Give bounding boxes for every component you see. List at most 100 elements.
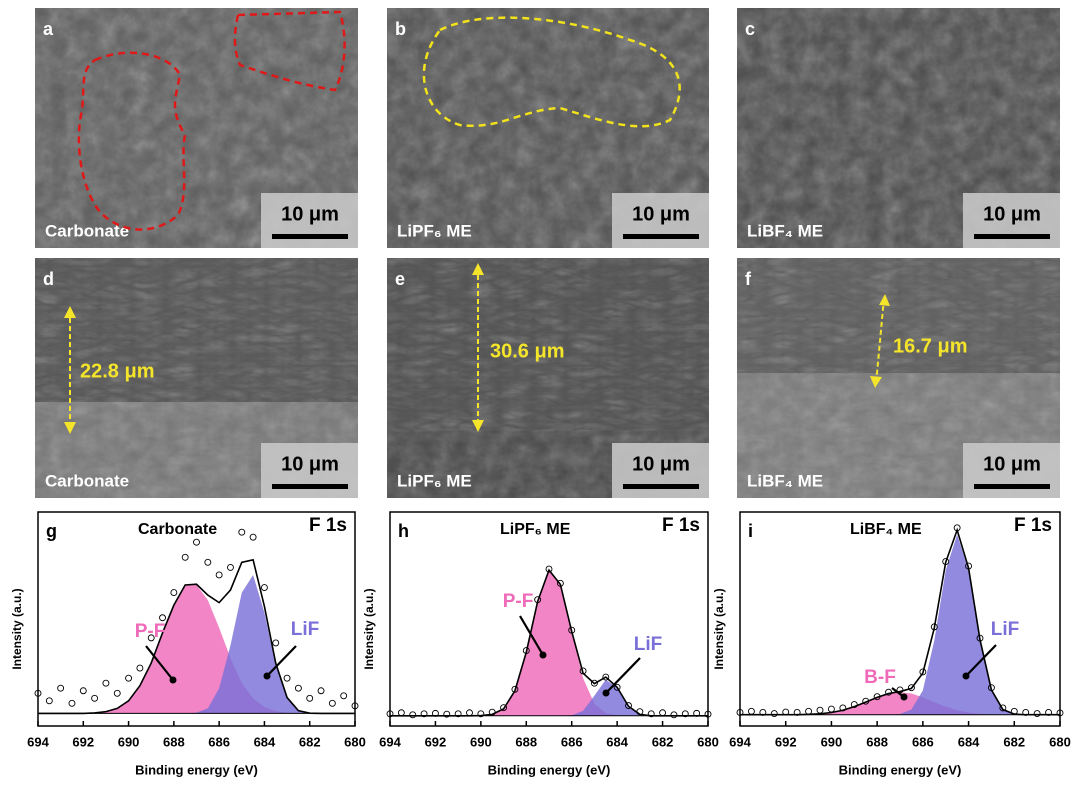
data-point — [238, 528, 246, 536]
x-tick-label: 682 — [299, 734, 321, 749]
data-point — [965, 562, 973, 570]
sem-panel: a Carbonate 10 μm — [35, 8, 358, 248]
data-point — [511, 685, 519, 693]
x-tick-label: 686 — [561, 734, 583, 749]
x-tick-label: 694 — [729, 734, 751, 749]
data-point — [862, 697, 870, 705]
x-axis-label: Binding energy (eV) — [488, 762, 611, 777]
sem-panel: e LiPF₆ ME 10 μm 30.6 μm — [387, 258, 709, 498]
plot-frame — [739, 511, 1061, 727]
data-point — [136, 664, 144, 672]
data-point — [45, 697, 53, 705]
data-point — [1022, 709, 1030, 716]
peak-label: B-F — [864, 667, 896, 688]
sample-label: LiPF₆ ME — [397, 471, 472, 490]
data-point — [747, 707, 755, 715]
data-point — [590, 679, 598, 687]
x-tick-label: 688 — [163, 734, 185, 749]
data-point — [147, 634, 155, 642]
xps-chart: 694 692 690 688 686 684 682 680 Binding energy (… — [362, 511, 719, 777]
panel-letter: c — [745, 19, 755, 39]
data-point — [397, 709, 405, 717]
pointer-dot — [900, 693, 908, 701]
data-point — [431, 709, 439, 717]
data-point — [420, 710, 428, 718]
peak-area — [740, 534, 1060, 715]
data-point — [500, 704, 508, 712]
data-point — [816, 706, 824, 714]
data-point — [1033, 710, 1041, 718]
data-point — [227, 563, 234, 571]
data-point — [770, 710, 778, 718]
y-axis-label: Intensity (a.u.) — [712, 588, 726, 669]
data-point — [181, 553, 189, 561]
chart-title: Carbonate — [138, 521, 217, 538]
data-point — [522, 647, 530, 655]
highlight-outline — [77, 51, 187, 231]
sem-panel: b LiPF₆ ME 10 μm — [387, 8, 709, 248]
sem-images: a Carbonate 10 μm b LiPF₆ ME 10 μm c LiBF₄ ME 10… — [35, 8, 1060, 498]
scale-bar — [272, 484, 348, 489]
thickness-label: 30.6 μm — [490, 340, 565, 362]
data-point — [317, 687, 325, 695]
y-axis-label: Intensity (a.u.) — [362, 588, 376, 669]
sem-panel: c LiBF₄ ME 10 μm — [737, 8, 1060, 248]
panel-letter: h — [398, 521, 409, 541]
element-label: F 1s — [1014, 515, 1052, 536]
sem-panel: f LiBF₄ ME 10 μm 16.7 μm — [737, 258, 1060, 498]
data-point — [113, 689, 121, 697]
data-point — [602, 673, 610, 681]
data-point — [409, 711, 417, 719]
data-point — [885, 688, 893, 696]
thickness-label: 22.8 μm — [80, 360, 155, 382]
sample-label: Carbonate — [45, 221, 129, 240]
data-point — [793, 709, 801, 716]
data-point — [976, 634, 984, 642]
pointer-dot — [962, 672, 970, 680]
peak-pointer — [519, 615, 544, 656]
data-point — [1045, 709, 1053, 716]
scale-bar — [974, 234, 1050, 239]
x-tick-label: 688 — [866, 734, 888, 749]
x-tick-label: 694 — [379, 734, 401, 749]
data-point — [545, 565, 553, 573]
peak-pointer — [266, 645, 297, 677]
x-tick-label: 690 — [470, 734, 492, 749]
x-tick-label: 692 — [425, 734, 447, 749]
x-tick-label: 692 — [775, 734, 797, 749]
x-tick-label: 692 — [72, 734, 94, 749]
data-point — [919, 668, 927, 676]
data-point — [488, 708, 496, 716]
data-point — [260, 584, 268, 591]
data-point — [987, 684, 995, 692]
x-tick-label: 690 — [821, 734, 843, 749]
x-tick-label: 680 — [1049, 734, 1071, 749]
panel-letter: i — [748, 521, 753, 541]
data-point — [953, 524, 961, 532]
highlight-outline — [422, 16, 681, 128]
data-point — [68, 699, 76, 707]
data-point — [215, 571, 223, 579]
chart-title: LiPF₆ ME — [500, 521, 571, 538]
x-tick-label: 690 — [118, 734, 140, 749]
data-point — [579, 667, 587, 675]
peak-label: P-F — [135, 621, 166, 642]
sem-panel: d Carbonate 10 μm 22.8 μm — [35, 258, 358, 498]
scale-bar — [623, 484, 699, 489]
thickness-arrow — [69, 267, 885, 430]
data-point — [827, 705, 835, 713]
scale-bar — [623, 234, 699, 239]
data-point — [805, 707, 813, 715]
data-point — [556, 579, 564, 587]
data-point — [466, 709, 473, 717]
x-tick-label: 680 — [697, 734, 719, 749]
panel-letter: g — [46, 521, 57, 541]
scale-bar-label: 10 μm — [281, 453, 339, 475]
scale-bar-label: 10 μm — [632, 203, 690, 225]
x-tick-label: 686 — [208, 734, 230, 749]
sample-label: Carbonate — [45, 471, 129, 490]
x-tick-label: 694 — [27, 734, 49, 749]
data-point — [942, 558, 950, 566]
plot-frame — [37, 511, 356, 727]
chart-title: LiBF₄ ME — [850, 521, 922, 538]
